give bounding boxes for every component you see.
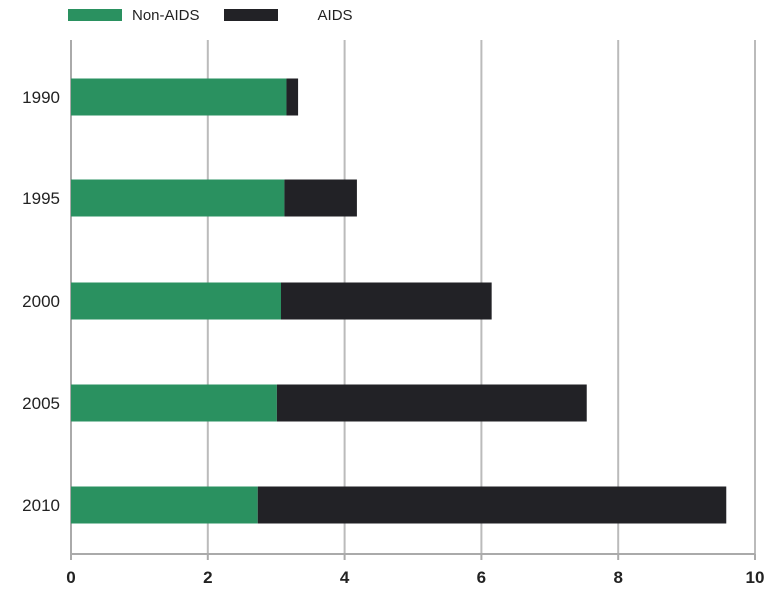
x-tick-label-0: 0 <box>66 568 75 587</box>
legend-swatch-aids <box>223 9 278 21</box>
bar-non-aids-2005 <box>71 384 277 422</box>
bar-aids-2010 <box>257 486 727 524</box>
x-tick-label-6: 6 <box>477 568 486 587</box>
bar-aids-1995 <box>284 179 357 217</box>
y-tick-label-1995: 1995 <box>22 189 60 208</box>
bar-non-aids-1995 <box>71 179 285 217</box>
x-tick-label-2: 2 <box>203 568 212 587</box>
y-tick-label-2000: 2000 <box>22 292 60 311</box>
x-tick-label-10: 10 <box>746 568 765 587</box>
y-tick-label-2010: 2010 <box>22 496 60 515</box>
legend-label-non-aids: Non-AIDS <box>132 6 200 24</box>
x-tick-label-4: 4 <box>340 568 350 587</box>
legend: Non-AIDS AIDS <box>68 6 377 24</box>
y-tick-label-1990: 1990 <box>22 88 60 107</box>
bar-non-aids-1990 <box>71 78 287 116</box>
y-tick-label-2005: 2005 <box>22 394 60 413</box>
legend-item-aids: AIDS <box>223 6 353 24</box>
legend-item-non-aids: Non-AIDS <box>68 7 200 24</box>
legend-swatch-non-aids <box>68 9 122 21</box>
x-tick-label-8: 8 <box>613 568 622 587</box>
bar-aids-1990 <box>286 78 299 116</box>
bar-aids-2000 <box>280 282 492 320</box>
bar-non-aids-2000 <box>71 282 281 320</box>
legend-label-aids: AIDS <box>317 6 353 24</box>
bar-aids-2005 <box>276 384 587 422</box>
bar-non-aids-2010 <box>71 486 258 524</box>
